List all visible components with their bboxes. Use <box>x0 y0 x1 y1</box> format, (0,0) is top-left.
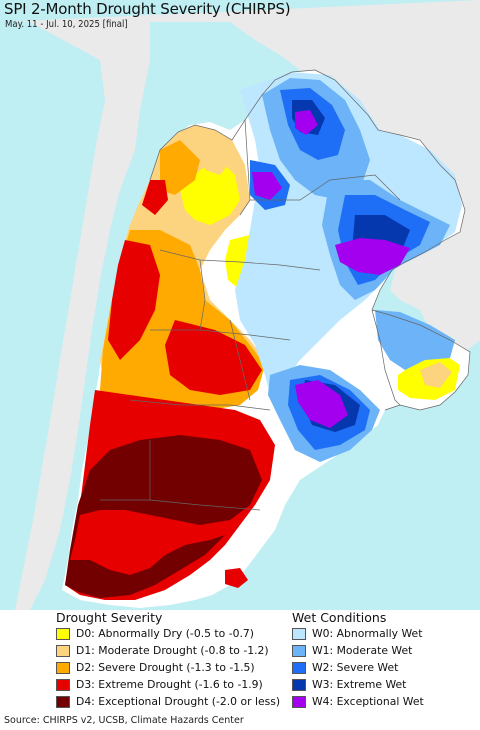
wet-legend-heading: Wet Conditions <box>292 610 387 625</box>
w4-south <box>295 380 348 428</box>
d3-west <box>108 240 160 360</box>
map-subtitle: May. 11 - Jul. 10, 2025 [final] <box>5 19 128 30</box>
w4-north <box>295 110 318 135</box>
d3-north <box>142 180 168 215</box>
legend-label-w0: W0: Abnormally Wet <box>312 627 423 640</box>
swatch-d1 <box>56 645 70 657</box>
swatch-w3 <box>292 679 306 691</box>
w1-uruguay <box>375 310 455 370</box>
legend-label-w3: W3: Extreme Wet <box>312 678 407 691</box>
legend-label-d3: D3: Extreme Drought (-1.6 to -1.9) <box>76 678 263 691</box>
legend-label-d2: D2: Severe Drought (-1.3 to -1.5) <box>76 661 255 674</box>
d2-north <box>160 140 200 195</box>
chile-land <box>15 22 150 610</box>
source-footer: Source: CHIRPS v2, UCSB, Climate Hazards… <box>4 715 244 726</box>
legend-label-w1: W1: Moderate Wet <box>312 644 413 657</box>
swatch-d3 <box>56 679 70 691</box>
d4-center <box>140 448 245 505</box>
outside-land <box>0 0 480 360</box>
drought-legend-heading: Drought Severity <box>56 610 163 625</box>
map-title: SPI 2-Month Drought Severity (CHIRPS) <box>4 0 291 18</box>
d3-mid <box>165 320 262 395</box>
swatch-w2 <box>292 662 306 674</box>
swatch-d0 <box>56 628 70 640</box>
swatch-w0 <box>292 628 306 640</box>
borders <box>100 69 471 511</box>
d2-nw <box>200 140 232 175</box>
d1-east <box>420 362 452 388</box>
w4-ne <box>335 238 410 275</box>
swatch-w4 <box>292 696 306 708</box>
legend-label-w4: W4: Exceptional Wet <box>312 695 424 708</box>
drought-map <box>0 0 480 610</box>
legend-label-d1: D1: Moderate Drought (-0.8 to -1.2) <box>76 644 269 657</box>
swatch-d4 <box>56 696 70 708</box>
swatch-d2 <box>56 662 70 674</box>
swatch-w1 <box>292 645 306 657</box>
island <box>225 568 248 588</box>
w4-nw <box>252 172 282 200</box>
legend-label-w2: W2: Severe Wet <box>312 661 399 674</box>
legend-label-d4: D4: Exceptional Drought (-2.0 or less) <box>76 695 281 708</box>
legend-label-d0: D0: Abnormally Dry (-0.5 to -0.7) <box>76 627 254 640</box>
